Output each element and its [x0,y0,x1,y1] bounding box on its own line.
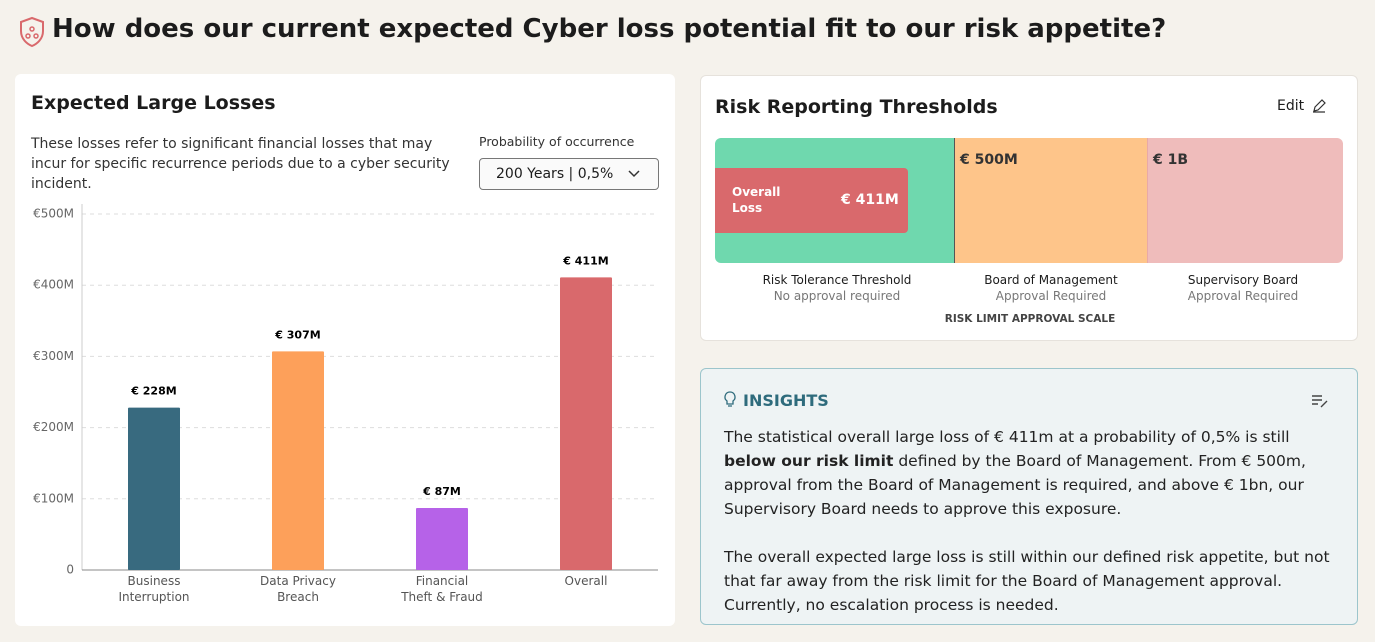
supervisory-segment: € 1B [1148,138,1343,263]
bar [416,508,468,570]
scale-label: RISK LIMIT APPROVAL SCALE [944,313,1116,325]
edit-label: Edit [1277,98,1305,114]
y-tick-label: €100M [33,491,74,505]
bar [272,351,324,570]
y-tick-label: €200M [33,420,74,434]
insights-title: INSIGHTS [743,391,829,410]
thresholds-card: Risk Reporting Thresholds Edit € 500M € … [700,75,1358,341]
segment-name: Board of Management [984,273,1118,287]
segment-note: Approval Required [995,289,1107,303]
insights-card: INSIGHTS The statistical overall large l… [700,368,1358,625]
losses-card: Expected Large Losses These losses refer… [15,74,675,626]
shield-icon [20,16,44,48]
bar [560,277,612,570]
insight-paragraph: The statistical overall large loss of € … [724,425,1339,521]
dropdown-value: 200 Years | 0,5% [496,166,614,182]
page-title: How does our current expected Cyber loss… [52,14,1167,44]
card-title: Risk Reporting Thresholds [715,96,998,118]
description: These losses refer to significant financ… [31,136,450,192]
text: The statistical overall large loss of € … [724,428,1290,446]
overall-value: € 411M [841,192,899,208]
value-label: € 228M [130,385,176,398]
emphasis: below our risk limit [724,452,894,470]
y-tick-label: €500M [33,207,74,221]
overall-loss-box: Overall Loss € 411M [715,168,908,233]
segment-note: Approval Required [1187,289,1299,303]
overall-label: Overall Loss [732,185,781,215]
notes-icon [1312,395,1328,408]
value-label: € 87M [422,485,461,498]
bar-chart: 0 €100M €200M €300M €400M €500M € 228M € 307M € … [33,204,658,577]
card-title: Expected Large Losses [31,92,276,114]
bar [128,407,180,570]
bulb-icon [724,391,736,407]
segment-note: No approval required [773,289,901,303]
x-tick-label: Data Privacy Breach [260,574,336,604]
value-label: € 411M [562,254,608,267]
management-segment: € 500M [955,138,1148,263]
segment-name: Supervisory Board [1187,273,1299,287]
x-tick-label: Overall [564,574,608,588]
y-tick-label: 0 [66,563,74,577]
x-tick-label: Financial Theft & Fraud [401,574,483,604]
dropdown-label: Probability of occurrence [479,134,635,149]
pencil-icon [1313,99,1326,113]
limit-label: € 1B [1153,152,1189,168]
y-tick-label: €400M [33,278,74,292]
segment-name: Risk Tolerance Threshold [762,273,912,287]
y-tick-label: €300M [33,349,74,363]
chevron [628,170,640,178]
dropdown[interactable]: 200 Years | 0,5% [479,158,659,190]
edit-button[interactable]: Edit [1277,98,1326,114]
value-label: € 307M [274,328,320,341]
text: defined by the Board of Management. From… [724,452,1306,518]
limit-label: € 500M [960,152,1018,168]
insight-paragraph: The overall expected large loss is still… [724,548,1330,614]
x-tick-label: Business Interruption [118,574,190,604]
